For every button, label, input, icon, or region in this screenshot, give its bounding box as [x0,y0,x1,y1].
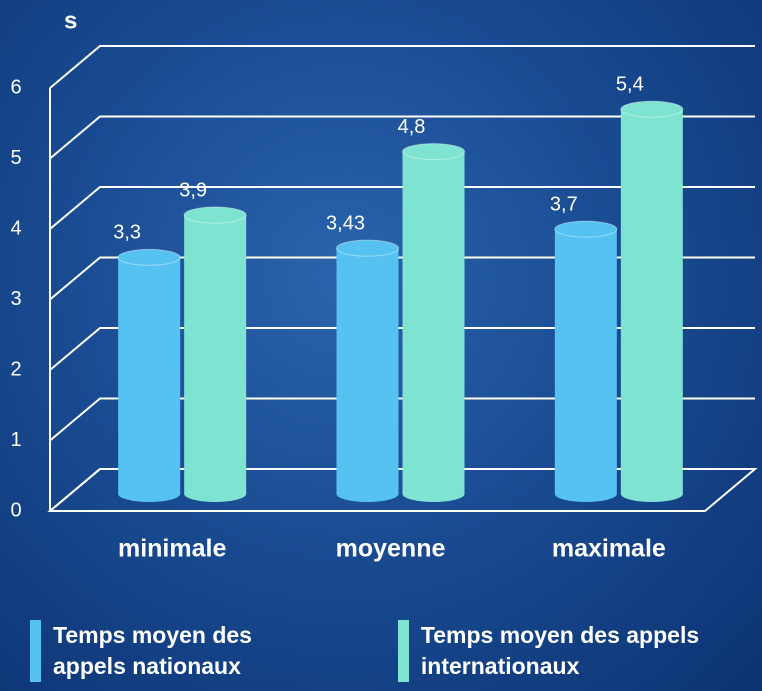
bar [620,109,683,495]
y-tick-label: 0 [10,499,21,521]
legend-label: Temps moyen des appels internationaux [420,622,700,679]
bar-top [336,239,399,257]
bar [118,257,181,494]
grid-line [49,397,755,442]
bar-top [183,206,247,224]
grid-line [49,115,755,160]
bar-top [117,248,181,266]
grid-line [49,256,755,301]
legend-item: Temps moyen des appels nationaux [30,620,350,682]
bar-top [620,100,684,118]
grid-line [49,468,755,512]
legend-swatch [30,620,41,682]
bar-top [402,143,465,161]
y-tick-label: 5 [10,147,21,169]
bar [554,229,617,494]
legend-item: Temps moyen des appels internationaux [398,620,758,682]
value-label: 4,8 [398,116,426,138]
grid-line [49,186,755,230]
grid-line [49,45,755,89]
y-tick-label: 2 [10,358,21,380]
bar [402,151,465,494]
y-tick-label: 3 [10,288,21,310]
value-label: 3,43 [326,212,365,234]
y-tick-label: 4 [10,217,21,239]
grid-line [49,327,755,371]
x-tick-label: minimale [118,535,226,563]
y-axis-label: s [64,7,77,34]
value-label: 3,3 [113,222,141,244]
x-tick-label: maximale [552,535,666,563]
y-tick-label: 1 [10,429,21,451]
x-tick-label: moyenne [336,535,446,563]
value-label: 3,9 [179,179,207,201]
legend-swatch [398,620,409,682]
bar [336,248,399,494]
bar-top [554,220,618,238]
legend-label: Temps moyen des appels nationaux [53,622,252,679]
y-tick-label: 6 [10,76,21,98]
bar [184,215,247,495]
value-label: 3,7 [550,193,578,215]
value-label: 5,4 [616,74,644,96]
